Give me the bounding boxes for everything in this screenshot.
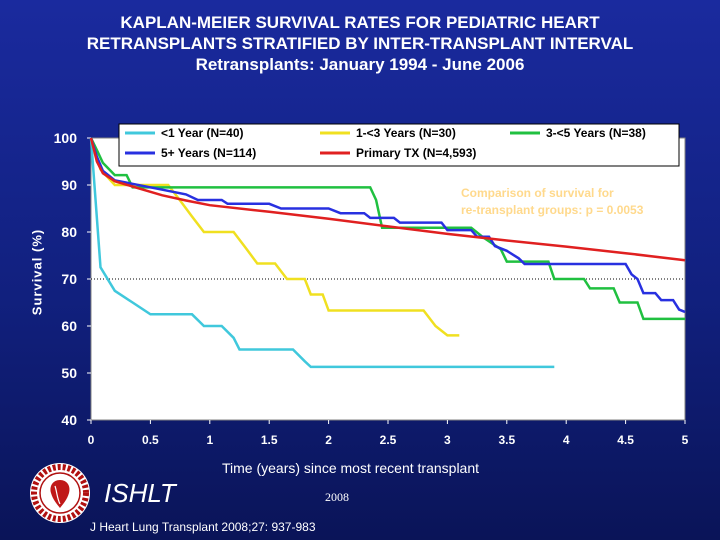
annotation-line-2: re-transplant groups: p = 0.0053 (461, 203, 644, 217)
x-tick-label: 2.5 (380, 433, 397, 447)
x-tick-label: 1 (206, 433, 213, 447)
legend-box (118, 123, 680, 167)
legend-label: 3-<5 Years (N=38) (546, 126, 646, 140)
x-tick-label: 3 (444, 433, 451, 447)
x-tick-label: 1.5 (261, 433, 278, 447)
series-line (89, 137, 686, 314)
x-tick-label: 2 (325, 433, 332, 447)
annotation-line-1: Comparison of survival for (461, 186, 614, 200)
title-line-3: Retransplants: January 1994 - June 2006 (195, 55, 525, 74)
x-tick-label: 0 (88, 433, 95, 447)
ishlt-label: ISHLT (104, 478, 176, 508)
y-tick-label: 50 (61, 365, 77, 381)
title-line-2: RETRANSPLANTS STRATIFIED BY INTER-TRANSP… (86, 34, 634, 53)
y-tick-label: 80 (61, 224, 77, 240)
legend-label: <1 Year (N=40) (161, 126, 244, 140)
x-tick-label: 5 (682, 433, 689, 447)
x-tick-label: 4.5 (617, 433, 634, 447)
legend-label: 5+ Years (N=114) (161, 146, 256, 160)
y-tick-label: 100 (54, 130, 78, 146)
x-tick-label: 4 (563, 433, 570, 447)
y-tick-label: 60 (61, 318, 77, 334)
year-label: 2008 (325, 490, 349, 504)
x-axis-label: Time (years) since most recent transplan… (222, 460, 480, 476)
y-tick-label: 90 (61, 177, 77, 193)
x-tick-label: 0.5 (142, 433, 159, 447)
series-line (89, 137, 555, 369)
title-line-1: KAPLAN-MEIER SURVIVAL RATES FOR PEDIATRI… (120, 13, 600, 32)
chart-title: KAPLAN-MEIER SURVIVAL RATES FOR PEDIATRI… (0, 12, 720, 75)
x-tick-label: 3.5 (498, 433, 515, 447)
series-line (89, 137, 685, 321)
citation: J Heart Lung Transplant 2008;27: 937-983 (90, 520, 316, 534)
y-tick-label: 40 (61, 412, 77, 428)
y-tick-label: 70 (61, 271, 77, 287)
ishlt-logo-icon (30, 463, 90, 523)
legend-label: 1-<3 Years (N=30) (356, 126, 456, 140)
legend-label: Primary TX (N=4,593) (356, 146, 476, 160)
series-line (89, 137, 686, 262)
y-axis-label: Survival (%) (29, 228, 45, 316)
